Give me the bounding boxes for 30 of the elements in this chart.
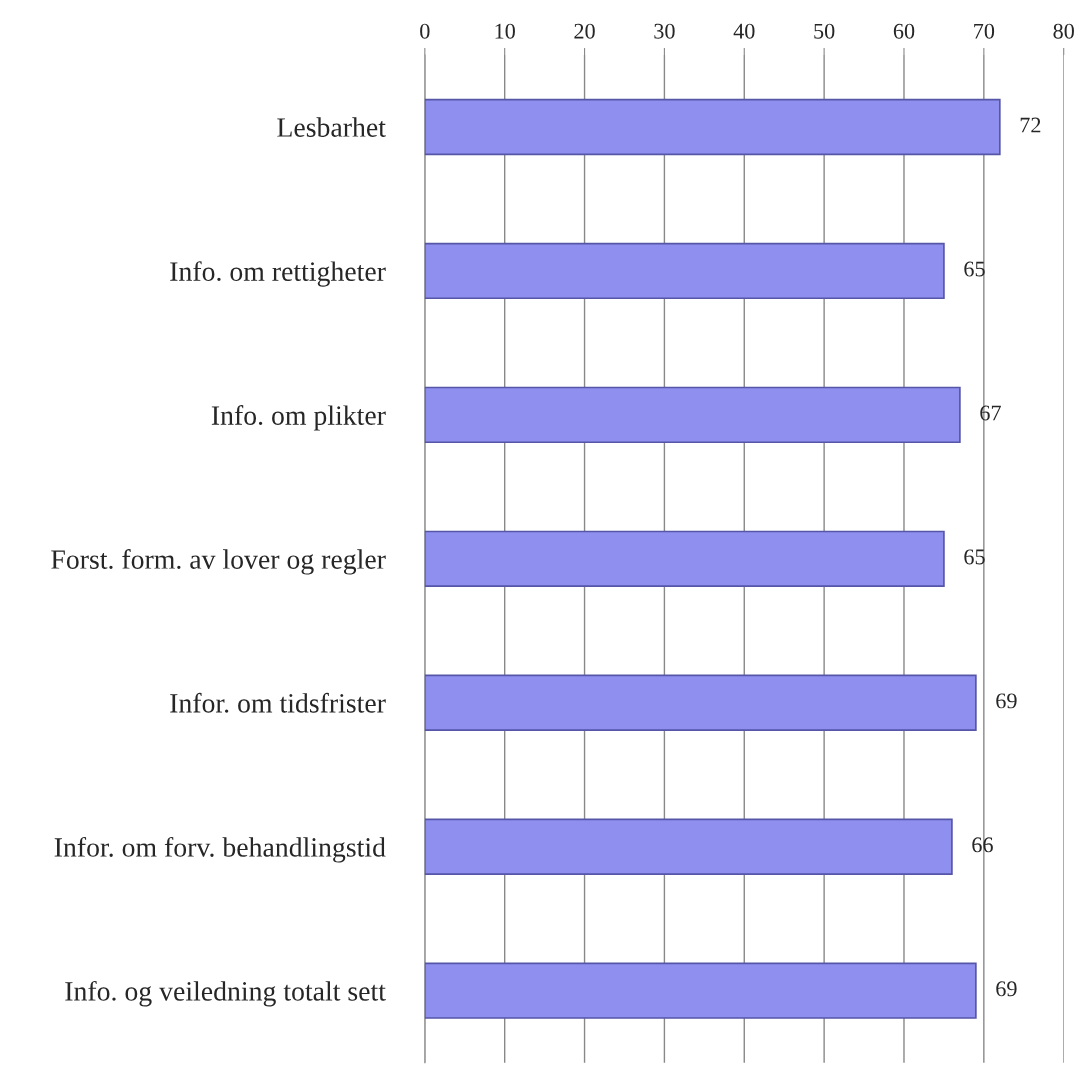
y-tick-label: Forst. form. av lover og regler xyxy=(51,549,386,575)
y-tick-label: Infor. om tidsfrister xyxy=(170,692,386,713)
x-tick-label: 10 xyxy=(495,23,515,39)
x-tick-label: 50 xyxy=(814,23,835,39)
data-label: 67 xyxy=(980,405,1001,421)
data-label: 69 xyxy=(996,981,1017,997)
x-tick-label: 0 xyxy=(420,23,430,39)
bar xyxy=(424,98,1001,156)
x-tick-label: 30 xyxy=(654,23,675,39)
bar xyxy=(424,818,953,875)
data-label: 66 xyxy=(972,837,993,853)
y-tick-label: Info. om plikter xyxy=(211,405,386,431)
y-tick-label: Infor. om forv. behandlingstid xyxy=(54,836,386,863)
x-tick-label: 80 xyxy=(1053,23,1074,39)
y-tick-label: Info. om rettigheter xyxy=(170,261,386,287)
y-tick-label: Info. og veiledning totalt sett xyxy=(65,980,386,1007)
x-tick-label: 70 xyxy=(974,23,995,39)
y-tick-label: Lesbarhet xyxy=(277,117,386,137)
x-tick-label: 60 xyxy=(893,23,915,39)
data-label: 72 xyxy=(1020,117,1041,133)
x-tick-label: 40 xyxy=(733,23,755,39)
bar xyxy=(424,962,977,1019)
bar xyxy=(424,242,945,300)
data-label: 65 xyxy=(964,549,985,565)
bar xyxy=(424,530,945,588)
x-tick-label: 20 xyxy=(574,23,595,39)
data-label: 69 xyxy=(996,693,1017,709)
bar xyxy=(424,386,961,444)
bar xyxy=(424,674,977,731)
data-label: 65 xyxy=(964,261,985,277)
